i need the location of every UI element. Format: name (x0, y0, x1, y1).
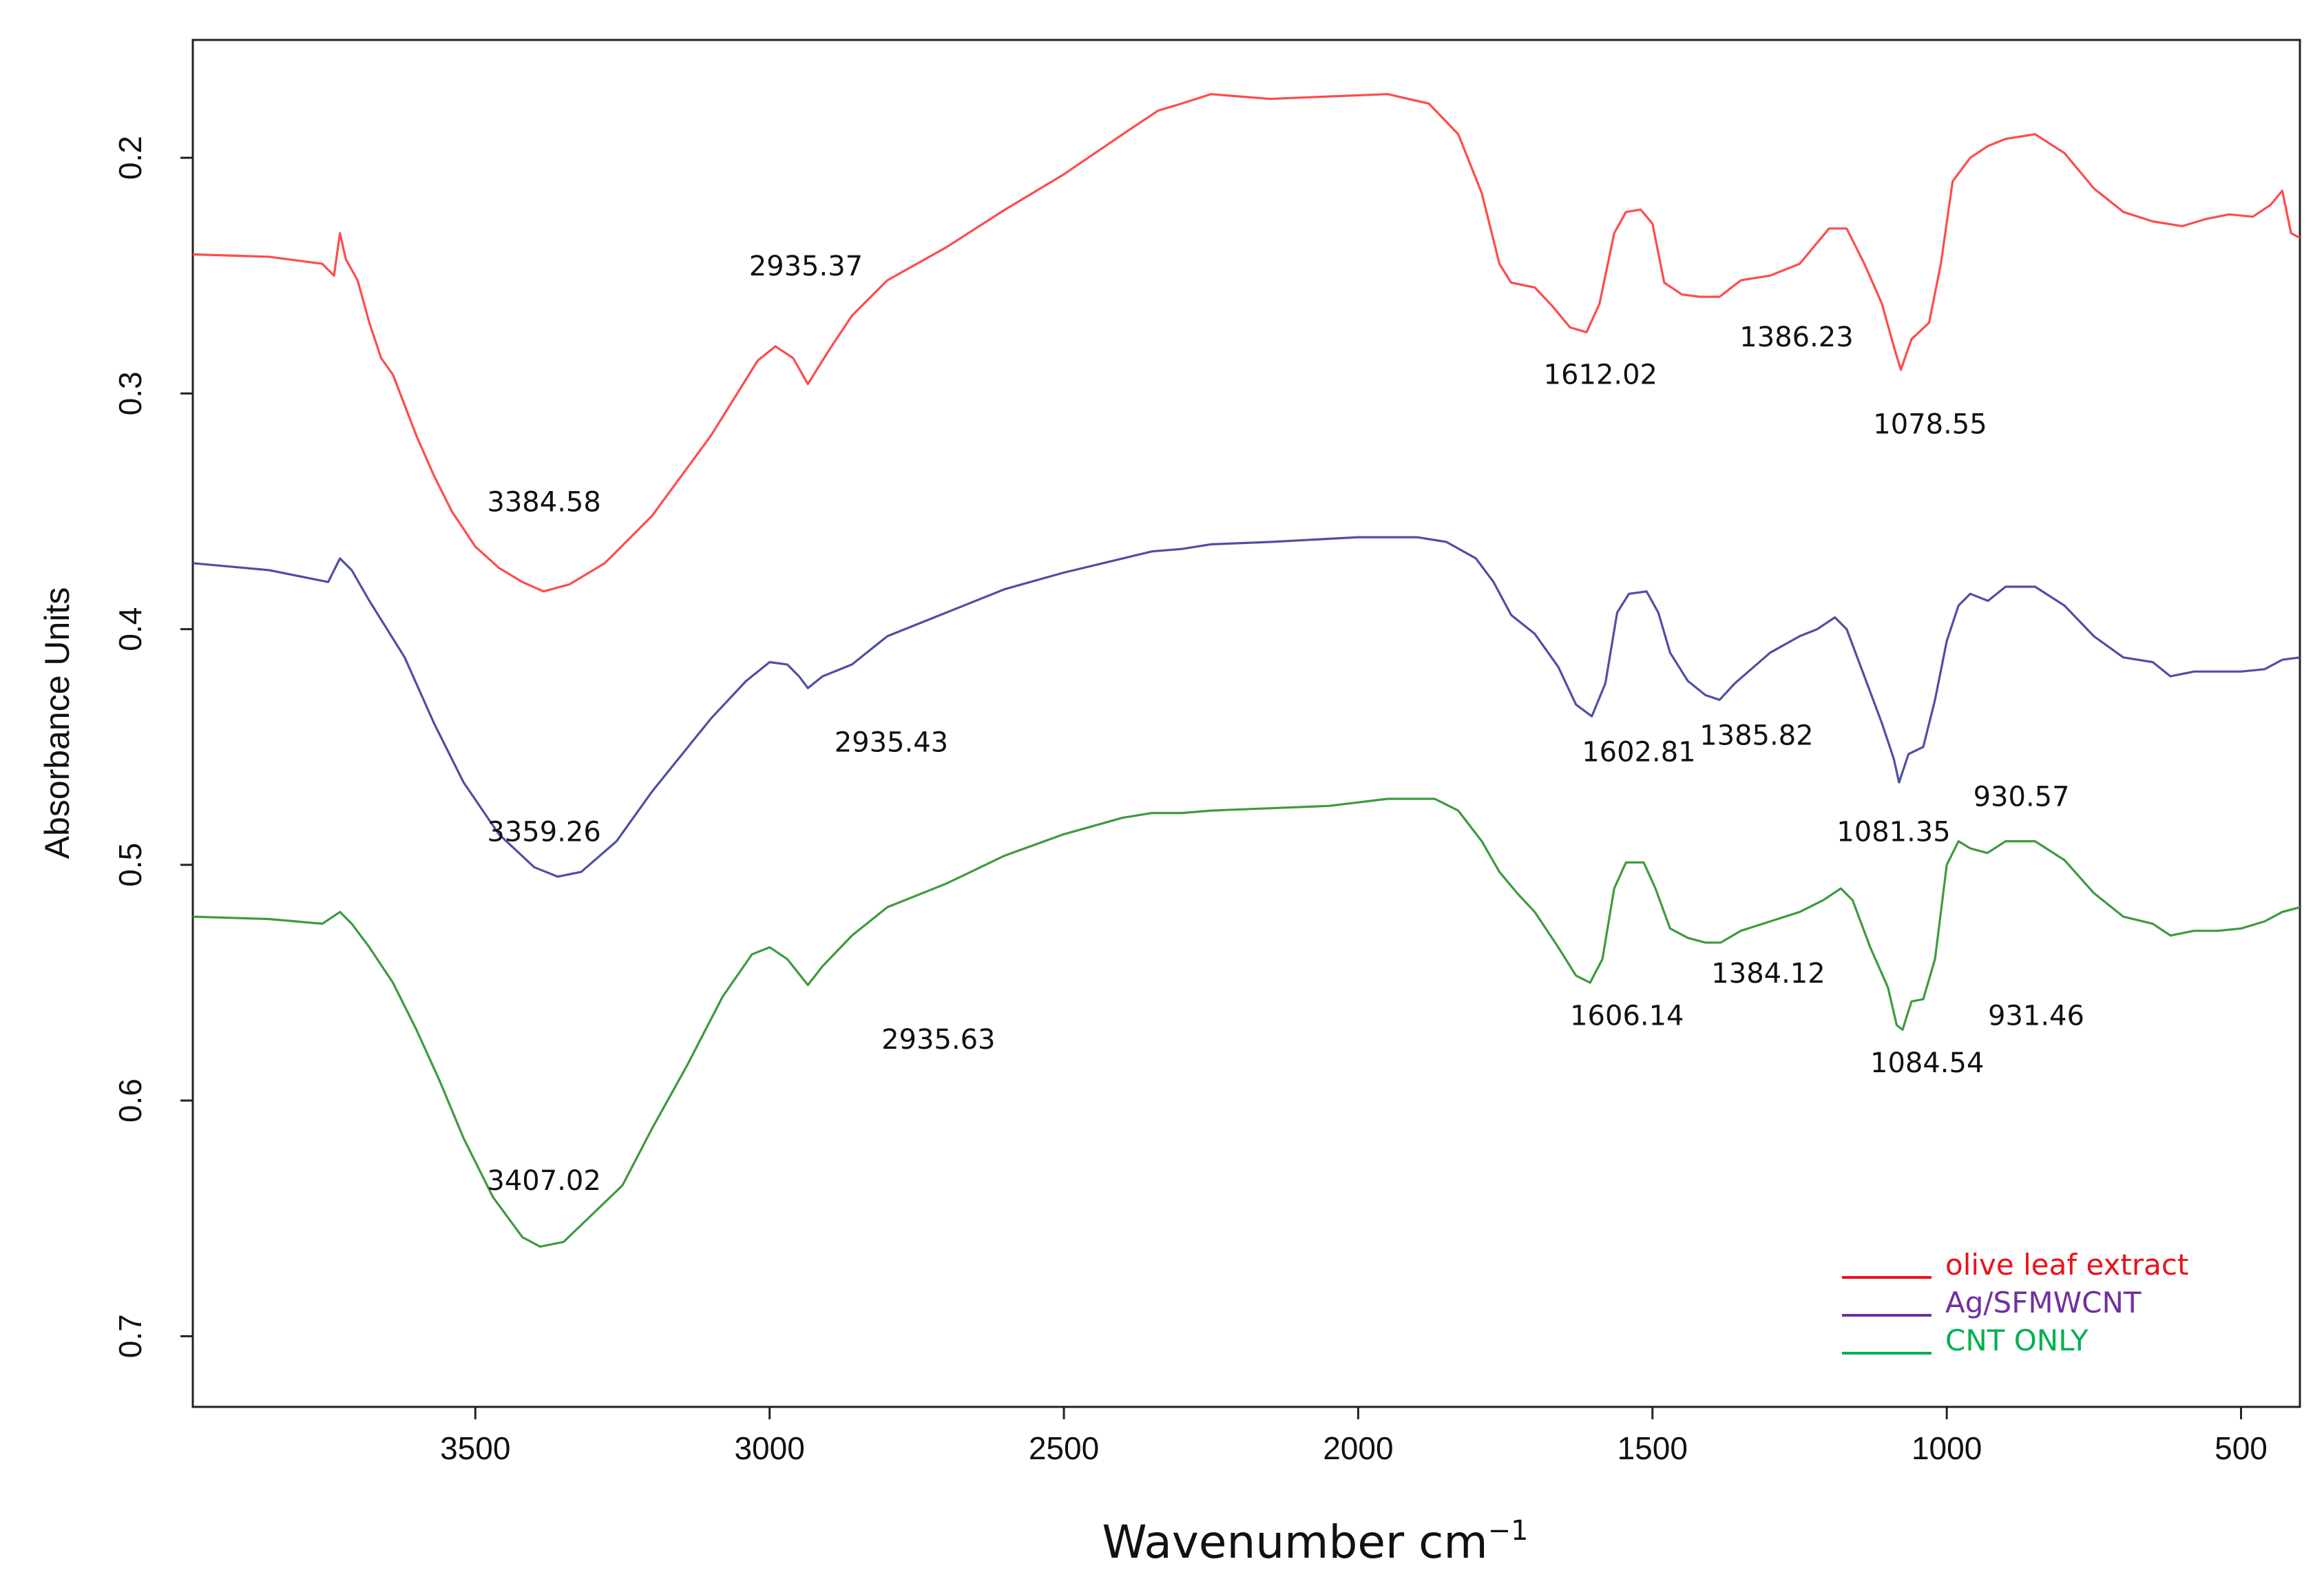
x-axis-title: Wavenumber cm−1 (1102, 1515, 1528, 1569)
y-tick-label: 0.5 (112, 843, 148, 887)
peak-label: 1384.12 (1711, 958, 1825, 990)
peak-label: 2935.63 (881, 1024, 995, 1056)
x-tick-label: 1500 (1618, 1430, 1688, 1466)
y-tick-label: 0.7 (112, 1314, 148, 1358)
y-tick-label: 0.6 (112, 1078, 148, 1122)
peak-label: 3407.02 (487, 1165, 600, 1197)
legend-label: olive leaf extract (1945, 1248, 2188, 1282)
peak-label: 3359.26 (487, 817, 600, 848)
peak-label: 1386.23 (1739, 322, 1853, 353)
legend-label: CNT ONLY (1945, 1324, 2089, 1357)
series-line-3 (192, 797, 2301, 1248)
peak-label: 1606.14 (1570, 1001, 1684, 1032)
peak-label: 2935.37 (749, 251, 863, 282)
peak-label: 1612.02 (1544, 359, 1657, 391)
series-layer (192, 93, 2301, 1248)
legend: olive leaf extract Ag/SFMWCNT CNT ONLY (1842, 1248, 2188, 1357)
peak-label: 3384.58 (487, 487, 600, 519)
x-tick-label: 2500 (1029, 1430, 1099, 1466)
x-axis: 3500 3000 2500 2000 1500 1000 500 (440, 1407, 2268, 1466)
peak-label: 1602.81 (1582, 736, 1695, 768)
x-axis-title-text: Wavenumber cm (1102, 1516, 1487, 1569)
peak-labels: 3384.58 2935.37 1612.02 1386.23 1078.55 3359.… (487, 251, 2084, 1197)
y-tick-label: 0.4 (112, 607, 148, 651)
x-tick-label: 3000 (734, 1430, 804, 1466)
x-tick-label: 3500 (440, 1430, 510, 1466)
y-axis-title: Absorbance Units (38, 587, 76, 859)
plot-frame (191, 39, 2301, 1408)
y-axis: 0.2 0.3 0.4 0.5 0.6 0.7 (112, 136, 193, 1358)
peak-label: 2935.43 (835, 727, 948, 759)
x-axis-title-superscript: −1 (1488, 1515, 1529, 1547)
y-tick-label: 0.3 (112, 371, 148, 415)
x-tick-label: 1000 (1912, 1430, 1982, 1466)
peak-label: 1084.54 (1870, 1047, 1984, 1079)
series-line-1 (192, 93, 2301, 593)
x-tick-label: 500 (2215, 1430, 2268, 1466)
y-tick-label: 0.2 (112, 136, 148, 180)
peak-label: 1078.55 (1873, 409, 1987, 441)
peak-label: 931.46 (1988, 1001, 2084, 1032)
series-line-2 (192, 536, 2301, 878)
x-tick-label: 2000 (1323, 1430, 1393, 1466)
legend-label: Ag/SFMWCNT (1945, 1286, 2142, 1319)
peak-label: 1385.82 (1699, 720, 1813, 751)
peak-label: 1081.35 (1836, 817, 1950, 848)
peak-label: 930.57 (1974, 781, 2070, 813)
